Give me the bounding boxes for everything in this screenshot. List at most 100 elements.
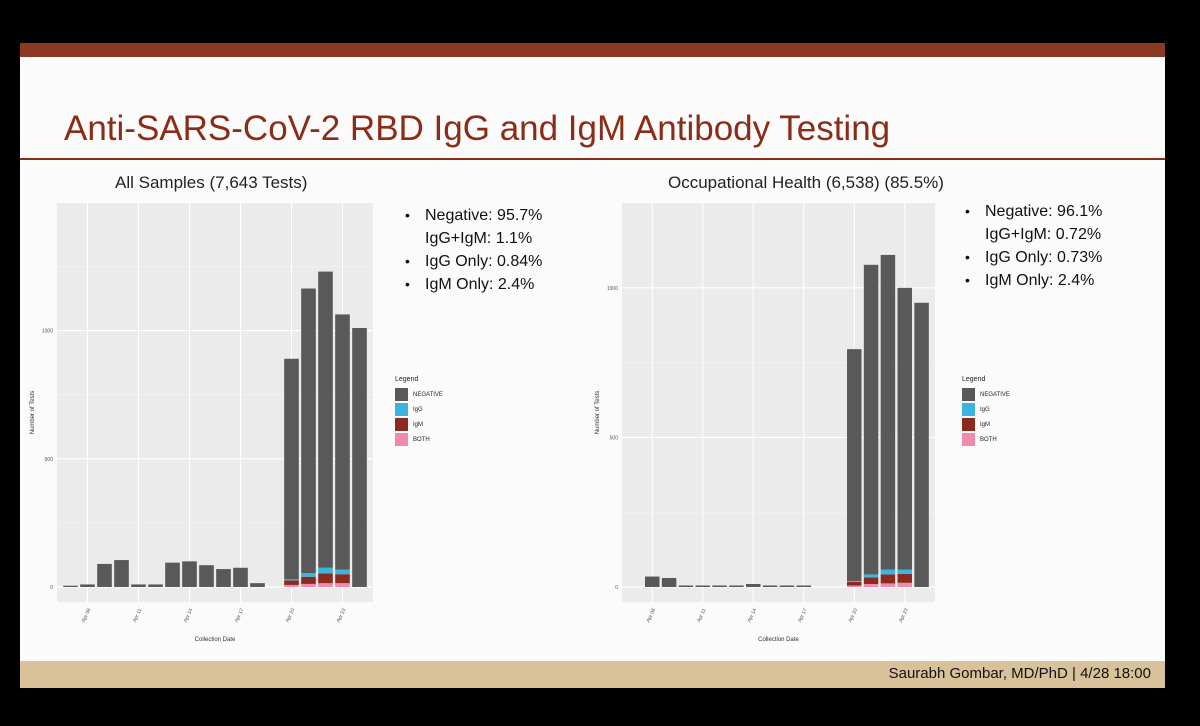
- bar-negative-apr-18: [250, 583, 265, 587]
- bar-both-apr-21: [301, 583, 316, 587]
- bar-negative-apr-21: [301, 288, 316, 574]
- bar-negative-apr-14: [182, 561, 197, 587]
- bar-negative-apr-09: [661, 578, 677, 587]
- legend-label: BOTH: [413, 436, 430, 443]
- stat-text: IgM Only: 2.4%: [425, 276, 535, 293]
- legend-swatch: [395, 388, 408, 401]
- legend-label: IgG: [413, 406, 423, 413]
- bar-negative-apr-17: [796, 585, 811, 587]
- bullet-icon: •: [965, 203, 970, 219]
- legend-label: IgM: [413, 421, 424, 428]
- bar-both-apr-22: [880, 583, 896, 587]
- bar-negative-apr-07: [63, 585, 78, 587]
- stat-row: IgG+IgM: 0.72%: [965, 223, 1102, 246]
- legend-swatch: [962, 433, 975, 446]
- bar-negative-apr-17: [233, 567, 248, 587]
- bullet-icon: •: [405, 253, 410, 269]
- stat-text: IgG+IgM: 0.72%: [985, 226, 1102, 243]
- bar-negative-apr-12: [148, 584, 163, 587]
- stat-text: IgG Only: 0.84%: [425, 253, 543, 270]
- bullet-icon: •: [405, 276, 410, 292]
- stat-row: • Negative: 96.1%: [965, 200, 1102, 223]
- bar-negative-apr-16: [216, 569, 231, 587]
- bar-negative-apr-22: [318, 271, 333, 568]
- bar-negative-apr-08: [645, 576, 660, 587]
- slide-title: Anti-SARS-CoV-2 RBD IgG and IgM Antibody…: [64, 109, 891, 148]
- legend-all-samples: Legend NEGATIVE IgG IgM BOTH: [395, 376, 443, 447]
- stats-occupational-health: • Negative: 96.1% IgG+IgM: 0.72% • IgG Only:…: [965, 200, 1102, 292]
- y-tick-label: 0: [615, 585, 618, 591]
- legend-swatch: [395, 418, 408, 431]
- bar-igm-apr-21: [301, 576, 316, 584]
- stat-row: • IgG Only: 0.84%: [405, 250, 542, 273]
- bar-both-apr-20: [847, 585, 862, 587]
- stat-row: • IgM Only: 2.4%: [405, 273, 542, 296]
- legend-item-igg: IgG: [395, 402, 443, 417]
- legend-swatch: [962, 418, 975, 431]
- bar-igg-apr-22: [880, 569, 896, 575]
- legend-swatch: [395, 433, 408, 446]
- stat-row: IgG+IgM: 1.1%: [405, 227, 542, 250]
- legend-item-both: BOTH: [962, 432, 1010, 447]
- bar-negative-apr-23: [897, 287, 912, 570]
- legend-label: NEGATIVE: [980, 391, 1010, 398]
- bar-negative-apr-14: [746, 584, 761, 587]
- y-axis-label: Number of Tests: [595, 391, 601, 435]
- legend-item-negative: NEGATIVE: [395, 387, 443, 402]
- bullet-icon: •: [965, 249, 970, 265]
- x-tick-label: Apr 17: [234, 607, 246, 623]
- bar-both-apr-22: [318, 583, 333, 587]
- legend-item-igm: IgM: [962, 417, 1010, 432]
- legend-label: IgG: [980, 406, 990, 413]
- legend-label: IgM: [980, 421, 991, 428]
- bar-negative-apr-22: [880, 254, 896, 570]
- bar-both-apr-23: [335, 583, 350, 587]
- stat-text: IgM Only: 2.4%: [985, 272, 1095, 289]
- bar-both-apr-20: [284, 584, 299, 587]
- bar-negative-apr-11: [131, 584, 146, 587]
- x-tick-label: Apr 14: [747, 607, 759, 623]
- x-tick-label: Apr 08: [646, 607, 658, 623]
- presentation-slide: Anti-SARS-CoV-2 RBD IgG and IgM Antibody…: [20, 43, 1165, 688]
- y-axis-label: Number of Tests: [30, 391, 36, 435]
- bar-igg-apr-21: [301, 573, 316, 577]
- slide-footer-band: Saurabh Gombar, MD/PhD | 4/28 18:00: [20, 661, 1165, 688]
- legend-swatch: [962, 388, 975, 401]
- legend-item-negative: NEGATIVE: [962, 387, 1010, 402]
- bar-igg-apr-20: [847, 581, 862, 582]
- x-tick-label: Apr 17: [797, 607, 809, 623]
- bar-negative-apr-23: [335, 314, 350, 570]
- stat-text: Negative: 95.7%: [425, 207, 543, 224]
- bar-negative-apr-13: [729, 585, 744, 587]
- chart-occupational-health: 0 500 1000 Apr 08 Apr 11 Apr 14 Apr 17 Apr 20 Ap…: [595, 203, 935, 643]
- bar-both-apr-23: [897, 582, 912, 587]
- y-tick-label: 1000: [42, 329, 53, 335]
- bar-negative-apr-08: [80, 584, 95, 587]
- chart-title-all-samples: All Samples (7,643 Tests): [115, 173, 308, 192]
- bar-igg-apr-23: [335, 569, 350, 575]
- bar-negative-apr-12: [712, 585, 727, 587]
- bar-igm-apr-23: [897, 573, 912, 583]
- legend-label: BOTH: [980, 436, 997, 443]
- stats-all-samples: • Negative: 95.7% IgG+IgM: 1.1% • IgG Only: …: [405, 204, 542, 296]
- bar-negative-apr-15: [199, 565, 214, 587]
- bullet-icon: •: [965, 272, 970, 288]
- bar-negative-apr-11: [695, 585, 710, 587]
- y-tick-label: 1000: [607, 286, 618, 292]
- x-tick-label: Apr 20: [285, 607, 297, 623]
- bar-negative-apr-24: [352, 328, 367, 587]
- bar-igg-apr-23: [897, 569, 912, 574]
- legend-item-igm: IgM: [395, 417, 443, 432]
- legend-occupational-health: Legend NEGATIVE IgG IgM BOTH: [962, 376, 1010, 447]
- x-tick-label: Apr 11: [696, 608, 708, 624]
- bar-negative-apr-24: [914, 302, 929, 587]
- x-tick-label: Apr 11: [132, 608, 144, 624]
- bar-negative-apr-20: [284, 358, 299, 580]
- bar-negative-apr-15: [762, 585, 778, 587]
- presenter-credit: Saurabh Gombar, MD/PhD | 4/28 18:00: [888, 665, 1151, 682]
- bar-negative-apr-09: [97, 563, 112, 587]
- bar-negative-apr-13: [165, 562, 180, 587]
- x-tick-label: Apr 20: [848, 607, 860, 623]
- x-axis-label: Collection Date: [195, 637, 236, 643]
- bar-negative-apr-21: [863, 264, 879, 575]
